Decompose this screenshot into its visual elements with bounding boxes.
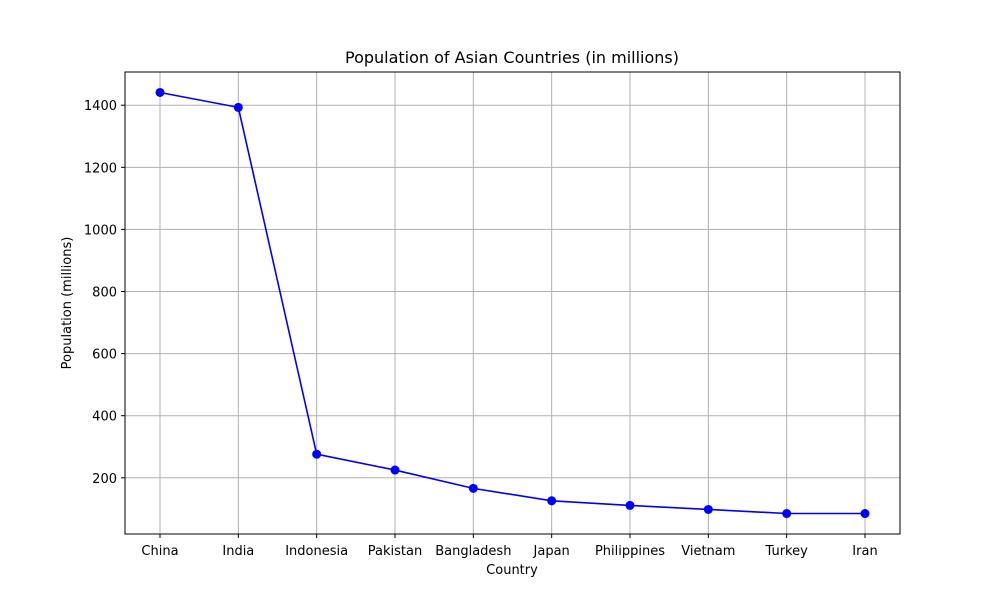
plot-frame [124,71,901,535]
y-tick-label: 200 [92,472,117,487]
series-group [155,87,870,519]
y-tick-label: 1200 [84,161,117,176]
x-tick-label: Pakistan [368,544,422,559]
y-tick-label: 1000 [84,223,117,238]
data-point [547,496,557,506]
y-tick-label: 400 [92,410,117,425]
x-axis-ticks: China India Indonesia Pakistan Bangladesh Jap… [141,534,878,559]
data-point [468,483,478,493]
y-axis-label: Population (millions) [60,237,75,370]
chart-title: Population of Asian Countries (in millio… [345,48,679,67]
y-axis-ticks: 200 400 600 800 1000 1200 1400 [84,99,125,487]
grid [125,72,900,534]
data-point [233,102,243,112]
data-point [390,465,400,475]
data-point [860,509,870,519]
x-tick-label: Bangladesh [435,544,511,559]
x-tick-label: Vietnam [681,544,735,559]
series-line [159,91,865,515]
x-tick-label: Turkey [765,544,809,559]
y-tick-label: 600 [92,348,117,363]
x-tick-label: Iran [852,544,877,559]
y-tick-label: 800 [92,286,117,301]
y-tick-label: 1400 [84,99,117,114]
x-tick-label: China [141,544,178,559]
x-tick-label: India [222,544,254,559]
data-point [703,504,713,514]
data-point [782,509,792,519]
x-tick-label: Indonesia [285,544,348,559]
x-tick-label: Japan [533,544,570,559]
x-tick-label: Philippines [595,544,665,559]
data-point [312,449,322,459]
data-point [625,500,635,510]
x-axis-label: Country [486,563,538,578]
data-point [155,87,165,97]
